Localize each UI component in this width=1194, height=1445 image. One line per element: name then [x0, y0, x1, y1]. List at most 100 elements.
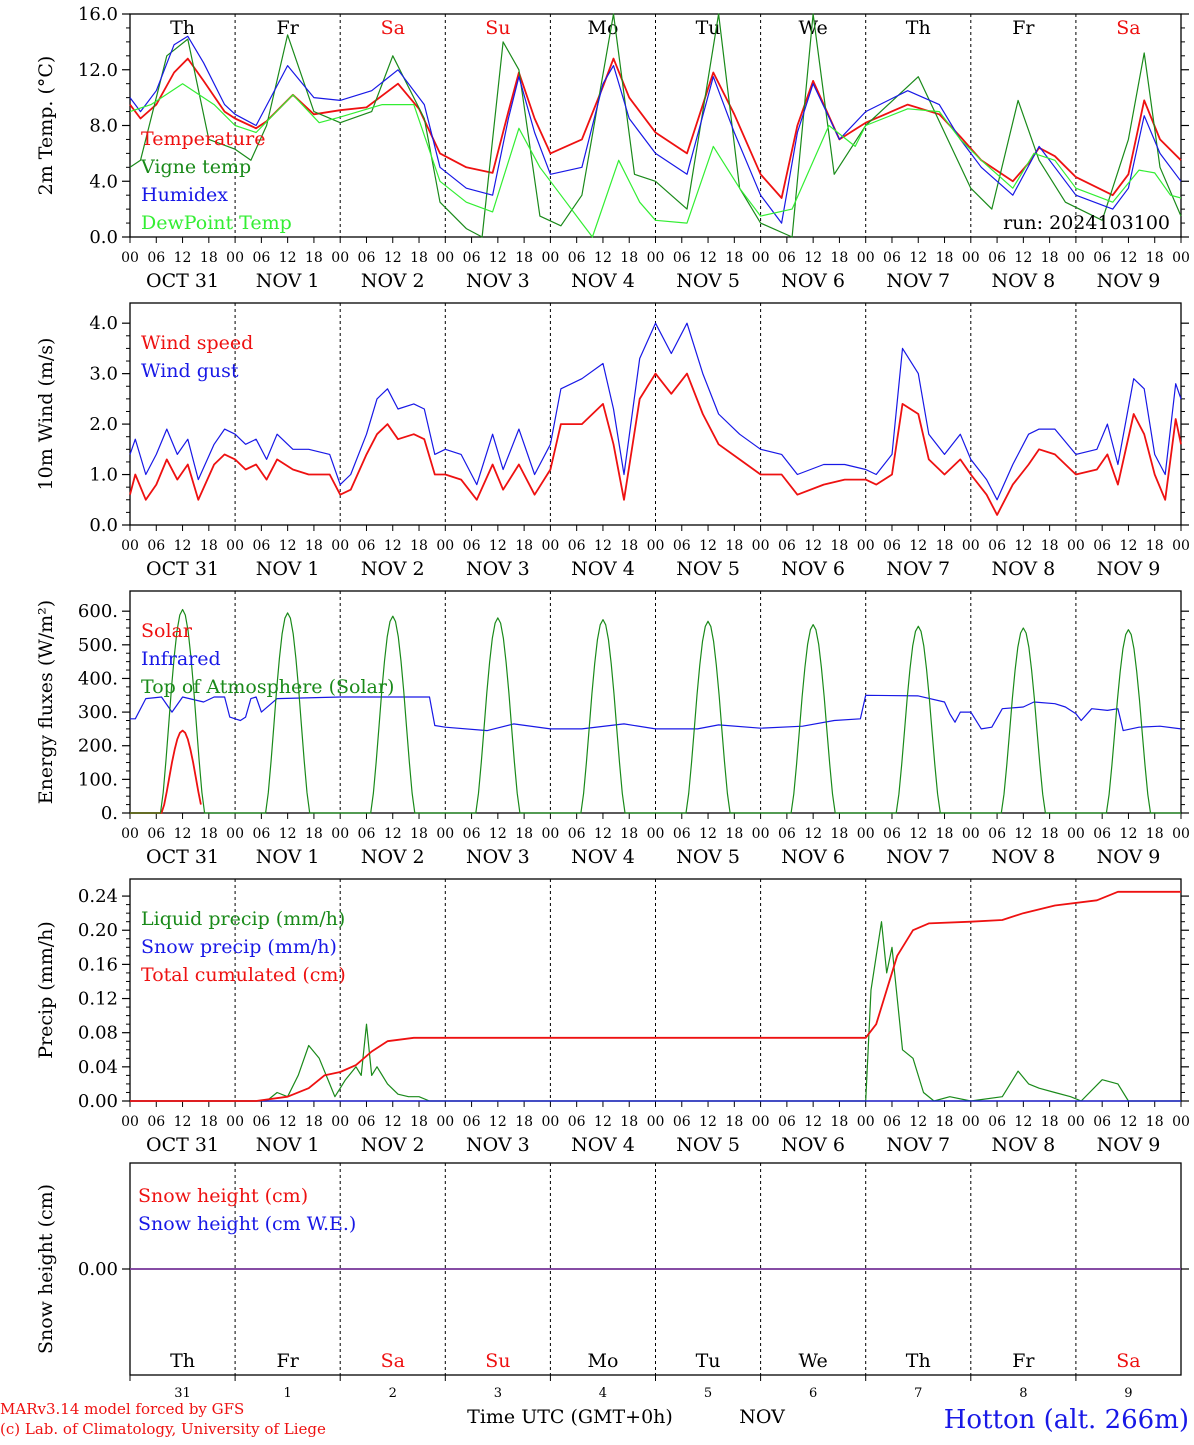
panel-2-hour-label: 00 [857, 538, 875, 554]
panel-2-hour-label: 00 [647, 538, 665, 554]
panel-4-hour-label: 06 [568, 1114, 586, 1130]
panel-3-hour-label: 06 [673, 826, 691, 842]
panel-3-legend-infrared: Infrared [141, 648, 221, 670]
panel-3-hour-label: 18 [1146, 826, 1164, 842]
panel-3-hour-label: 00 [121, 826, 139, 842]
panel-2-ytick-label: 2.0 [89, 414, 118, 435]
panel-3-date-label: NOV 8 [991, 846, 1055, 868]
panel-1-series-temperature-line [129, 57, 1182, 199]
panel-2-hour-label: 06 [463, 538, 481, 554]
panel-1-date-label: NOV 3 [466, 270, 530, 292]
panel-4-hour-label: 12 [489, 1114, 507, 1130]
panel-3-hour-label: 06 [883, 826, 901, 842]
panel-3-hour-label: 06 [463, 826, 481, 842]
panel-3-hour-label: 12 [489, 826, 507, 842]
panel-2-date-label: NOV 9 [1097, 558, 1161, 580]
panel-3-date-label: NOV 3 [466, 846, 530, 868]
panel-3-ytick-label: 0. [101, 803, 118, 824]
panel-2-hour-label: 12 [804, 538, 822, 554]
panel-4-date-label: NOV 2 [361, 1134, 425, 1156]
panel-1-legend-temperature: Temperature [141, 128, 265, 150]
panel-3-hour-label: 00 [226, 826, 244, 842]
panel-4-hour-label: 00 [331, 1114, 349, 1130]
panel-1-date-label: NOV 2 [361, 270, 425, 292]
panel-1-hour-label: 12 [594, 250, 612, 266]
panel-4-hour-label: 00 [541, 1114, 559, 1130]
panel-1-ytick-label: 16.0 [78, 4, 118, 25]
panel-3-hour-label: 00 [436, 826, 454, 842]
panel-1-hour-label: 18 [305, 250, 323, 266]
panel-1-run-annotation: run: 2024103100 [1003, 212, 1170, 234]
panel-5-ylabel: Snow height (cm) [35, 1184, 57, 1354]
panel-1-series-humidex-line [129, 35, 1182, 224]
panel-2-ytick-label: 1.0 [89, 465, 118, 486]
panel-2-ytick-label: 4.0 [89, 313, 118, 334]
panel-2-hour-label: 18 [410, 538, 428, 554]
panel-3-date-label: NOV 7 [886, 846, 950, 868]
panel-2-date-label: NOV 7 [886, 558, 950, 580]
panel-1-hour-label: 18 [1146, 250, 1164, 266]
panel-1-day-name: Su [485, 17, 510, 39]
panel-4-series-liquid-precip-mm-h-line [130, 921, 1181, 1102]
panel-1-hour-label: 06 [883, 250, 901, 266]
panel-3-hour-label: 00 [1067, 826, 1085, 842]
footer-copyright: (c) Lab. of Climatology, University of L… [0, 1420, 326, 1438]
panel-2-date-label: NOV 3 [466, 558, 530, 580]
panel-1-date-label: NOV 7 [886, 270, 950, 292]
panel-4-legend-total-cumulated-cm: Total cumulated (cm) [141, 964, 346, 986]
panel-2-hour-label: 06 [883, 538, 901, 554]
panel-4-ytick-label: 0.08 [78, 1023, 118, 1044]
panel-2-ytick-label: 3.0 [89, 364, 118, 385]
panel-4-hour-label: 12 [174, 1114, 192, 1130]
panel-2-hour-label: 12 [1120, 538, 1138, 554]
panel-4-date-label: NOV 6 [781, 1134, 845, 1156]
panel-4-hour-label: 00 [647, 1114, 665, 1130]
panel-1-hour-label: 06 [673, 250, 691, 266]
panel-5-legend-snow-height-cm-w-e: Snow height (cm W.E.) [138, 1213, 356, 1235]
panel-1-hour-label: 00 [1172, 250, 1190, 266]
panel-2-hour-label: 12 [594, 538, 612, 554]
panel-1-hour-label: 00 [541, 250, 559, 266]
panel-4-hour-label: 06 [1093, 1114, 1111, 1130]
panel-4-hour-label: 00 [121, 1114, 139, 1130]
panel-2-date-label: NOV 2 [361, 558, 425, 580]
panel-2-hour-label: 18 [305, 538, 323, 554]
panel-3-hour-label: 18 [620, 826, 638, 842]
panel-4-hour-label: 12 [909, 1114, 927, 1130]
panel-4-hour-label: 00 [1067, 1114, 1085, 1130]
panel-2-hour-label: 12 [489, 538, 507, 554]
panel-2-hour-label: 12 [1014, 538, 1032, 554]
panel-2-hour-label: 00 [541, 538, 559, 554]
panel-1-ytick-label: 12.0 [78, 60, 118, 81]
panel-4-hour-label: 12 [384, 1114, 402, 1130]
panel-3-date-label: NOV 9 [1097, 846, 1161, 868]
panel-2-series-wind-gust-line [129, 322, 1182, 501]
panel-1-hour-label: 12 [384, 250, 402, 266]
panel-2-hour-label: 06 [673, 538, 691, 554]
panel-4-hour-label: 12 [594, 1114, 612, 1130]
panel-4-hour-label: 18 [200, 1114, 218, 1130]
panel-4-hour-label: 18 [515, 1114, 533, 1130]
panel-2-hour-label: 06 [147, 538, 165, 554]
panel-3-hour-label: 18 [1041, 826, 1059, 842]
panel-1-hour-label: 12 [804, 250, 822, 266]
panel-1-day-name: Sa [381, 17, 405, 39]
panel-1-series-vigne-temp-line [129, 13, 1182, 238]
panel-1-date-label: NOV 9 [1097, 270, 1161, 292]
panel-1-hour-label: 00 [121, 250, 139, 266]
panel-5-day-name: Th [170, 1350, 195, 1372]
panel-1-hour-label: 00 [226, 250, 244, 266]
panel-3-ylabel: Energy fluxes (W/m²) [35, 600, 57, 804]
panel-3-hour-label: 18 [305, 826, 323, 842]
panel-5-day-number: 7 [914, 1386, 922, 1401]
panel-4-hour-label: 06 [463, 1114, 481, 1130]
footer-station: Hotton (alt. 266m) [944, 1405, 1189, 1435]
panel-1-hour-label: 06 [1093, 250, 1111, 266]
panel-2-hour-label: 00 [436, 538, 454, 554]
panel-1-hour-label: 12 [279, 250, 297, 266]
panel-4-hour-label: 06 [883, 1114, 901, 1130]
panel-4-hour-label: 12 [804, 1114, 822, 1130]
panel-4-date-label: NOV 7 [886, 1134, 950, 1156]
panel-4-hour-label: 12 [279, 1114, 297, 1130]
